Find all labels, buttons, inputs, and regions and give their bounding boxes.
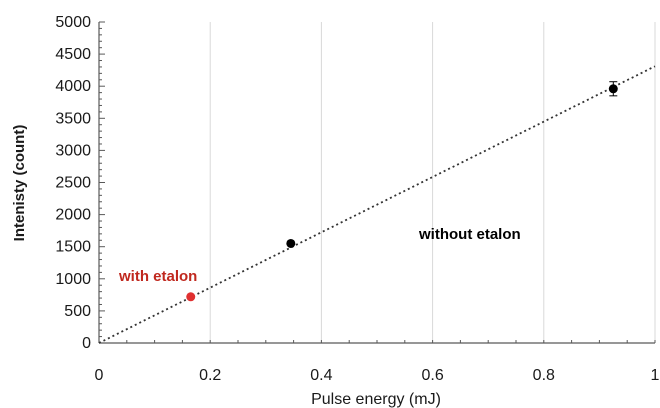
data-point [286, 238, 296, 248]
grid-lines [209, 22, 656, 343]
x-axis-title: Pulse energy (mJ) [311, 391, 441, 408]
y-tick-label: 2500 [55, 175, 91, 192]
x-tick-label: 0.2 [199, 367, 221, 384]
y-tick-label: 2000 [55, 207, 91, 224]
y-tick-label: 1000 [55, 271, 91, 288]
trendline-group [98, 65, 656, 344]
x-tick-label: 0.6 [421, 367, 443, 384]
data-point [186, 292, 196, 302]
y-tick-label: 1500 [55, 239, 91, 256]
y-tick-label: 4000 [55, 78, 91, 95]
x-tick-label: 0.8 [533, 367, 555, 384]
axes [98, 21, 656, 344]
x-tick-labels: 0 0.2 0.4 0.6 0.8 1 [95, 367, 660, 384]
x-tick-label: 0 [95, 367, 104, 384]
y-tick-label: 500 [64, 303, 91, 320]
x-tick-label: 1 [651, 367, 660, 384]
y-tick-labels: 0 500 1000 1500 2000 2500 3000 3500 4000 4500 5000 [55, 14, 91, 352]
data-point [608, 84, 618, 94]
y-tick-label: 4500 [55, 46, 91, 63]
y-axis-title: Intenisty (count) [11, 125, 28, 242]
annotation-with-etalon: with etalon [118, 268, 197, 285]
y-tick-label: 0 [82, 335, 91, 352]
trendline [98, 65, 656, 344]
data-points [186, 81, 618, 302]
x-tick-label: 0.4 [310, 367, 332, 384]
y-tick-label: 3500 [55, 110, 91, 127]
annotation-without-etalon: without etalon [418, 226, 521, 243]
y-tick-label: 5000 [55, 14, 91, 31]
y-tick-label: 3000 [55, 142, 91, 159]
